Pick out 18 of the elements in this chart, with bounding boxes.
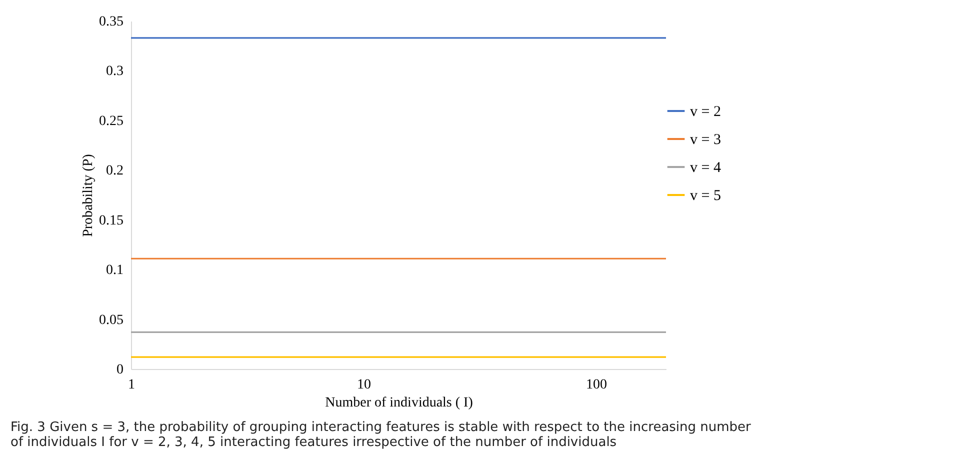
- x-tick-label: 1: [128, 378, 135, 392]
- y-tick-label: 0.25: [99, 114, 124, 129]
- x-axis-title: Number of individuals ( I): [325, 396, 474, 410]
- x-tick-label: 100: [586, 378, 608, 392]
- x-tick-label: 10: [357, 378, 372, 392]
- y-tick-label: 0.3: [106, 64, 124, 80]
- legend-label: v = 2: [690, 104, 721, 120]
- y-tick-label: 0.1: [106, 263, 124, 278]
- y-axis-title: Probability (P): [81, 154, 96, 237]
- legend-label: v = 3: [690, 132, 721, 148]
- y-tick-label: 0: [116, 362, 124, 378]
- legend-label: v = 5: [690, 188, 721, 204]
- y-tick-label: 0.05: [99, 312, 124, 328]
- legend-label: v = 4: [690, 160, 722, 176]
- y-tick-label: 0.15: [99, 213, 124, 228]
- y-tick-label: 0.35: [99, 14, 124, 30]
- caption: Fig. 3 Given s = 3, the probability of grouping interacting features is stable with respect to the increasing number of individuals I for v = 2, 3, 4, 5 interacting features irrespective of the number of individuals: [10, 420, 752, 450]
- y-tick-label: 0.2: [106, 164, 124, 179]
